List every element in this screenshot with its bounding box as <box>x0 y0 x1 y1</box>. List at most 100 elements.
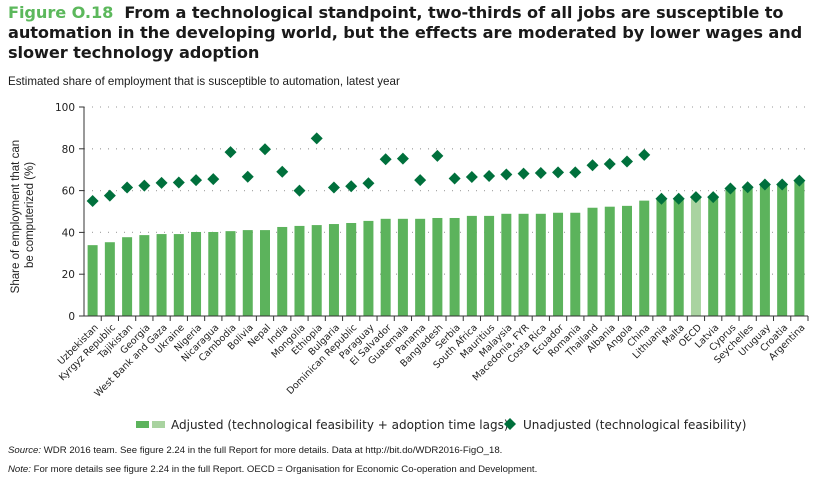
bar <box>553 212 564 316</box>
bar <box>225 231 236 316</box>
bar <box>277 226 288 316</box>
bar <box>397 218 408 316</box>
bar <box>484 215 495 316</box>
diamond-point <box>465 171 478 184</box>
diamond-point <box>172 176 185 189</box>
diamond-point <box>293 184 306 197</box>
diamond-point <box>793 174 806 187</box>
bars <box>87 180 805 316</box>
source-note: Source: WDR 2016 team. See figure 2.24 i… <box>8 445 502 456</box>
diamond-point <box>241 170 254 183</box>
bar <box>242 230 253 316</box>
diamond-point <box>345 180 358 193</box>
y-axis-label: Share of employment that can be computer… <box>10 137 36 294</box>
bar <box>622 205 632 316</box>
bar <box>139 235 150 316</box>
bar <box>535 213 546 316</box>
bar <box>639 200 650 316</box>
legend-swatch-adjusted <box>136 421 149 428</box>
note: Note: For more details see figure 2.24 i… <box>8 464 537 475</box>
diamond-point <box>655 192 668 205</box>
diamond-point <box>603 158 616 171</box>
note-text: For more details see figure 2.24 in the … <box>30 464 538 475</box>
bar <box>415 218 426 316</box>
bar <box>191 231 202 316</box>
diamond-point <box>741 181 754 194</box>
diamond-point <box>224 146 237 159</box>
legend-diamond-icon <box>504 418 516 430</box>
diamond-point <box>621 155 633 168</box>
bar <box>501 213 512 316</box>
bar <box>208 231 219 316</box>
diamond-point <box>86 195 99 208</box>
note-label: Note: <box>8 464 31 475</box>
diamond-point <box>672 192 685 205</box>
legend-swatch-adjusted-oecd <box>152 421 165 428</box>
diamond-point <box>327 181 340 194</box>
bar <box>656 198 667 316</box>
bar <box>708 197 719 316</box>
bar <box>311 225 322 316</box>
diamond-point <box>362 177 375 190</box>
bar <box>673 198 684 316</box>
y-tick-label: 0 <box>68 311 75 323</box>
diamond-point <box>276 165 289 178</box>
gridlines <box>84 106 808 275</box>
figure-label: Figure O.18 <box>8 3 114 22</box>
diamond-point <box>121 181 134 194</box>
diamond-point <box>638 148 651 161</box>
bar <box>794 180 805 316</box>
diamond-point <box>586 159 599 172</box>
diamond-point <box>758 178 771 191</box>
bar <box>346 222 357 316</box>
bar <box>690 197 701 316</box>
source-label: Source: <box>8 445 42 456</box>
bar <box>518 213 529 316</box>
source-text: WDR 2016 team. See figure 2.24 in the fu… <box>41 445 503 456</box>
legend-label-unadjusted: Unadjusted (technological feasibility) <box>523 418 746 432</box>
y-tick-label: 20 <box>62 269 75 281</box>
y-axis-ticks: 0 20 40 60 80 100 <box>55 102 84 323</box>
diamonds <box>86 132 806 208</box>
diamond-point <box>483 169 496 182</box>
bar <box>156 234 167 316</box>
diamond-point <box>414 174 427 187</box>
bar <box>363 220 374 316</box>
bar <box>449 217 460 316</box>
legend-label-adjusted: Adjusted (technological feasibility + ad… <box>171 418 509 432</box>
bar <box>432 217 443 316</box>
diamond-point <box>569 166 582 179</box>
y-tick-label: 40 <box>62 227 75 239</box>
bar <box>466 215 477 316</box>
bar <box>777 184 788 316</box>
diamond-point <box>379 153 392 166</box>
diamond-point <box>310 132 323 145</box>
diamond-point <box>776 178 789 191</box>
bar <box>260 230 270 316</box>
y-tick-label: 60 <box>62 186 75 198</box>
bar <box>742 187 753 316</box>
diamond-point <box>259 143 271 156</box>
diamond-point <box>103 189 116 202</box>
diamond-point <box>207 173 220 186</box>
diamond-point <box>500 168 513 181</box>
bar <box>294 225 305 316</box>
diamond-point <box>552 166 565 179</box>
chart-subtitle: Estimated share of employment that is su… <box>8 75 400 88</box>
diamond-point <box>689 191 702 204</box>
bar <box>587 207 598 316</box>
bar <box>104 242 115 316</box>
diamond-point <box>431 149 444 162</box>
diamond-point <box>724 182 737 195</box>
figure-title: Figure O.18 From a technological standpo… <box>8 3 813 63</box>
diamond-point <box>534 167 547 180</box>
bar <box>173 234 184 316</box>
diamond-point <box>190 174 203 187</box>
y-tick-label: 100 <box>55 102 75 114</box>
y-tick-label: 80 <box>62 144 75 156</box>
bar <box>759 184 770 316</box>
diamond-point <box>448 172 461 185</box>
diamond-point <box>517 167 530 180</box>
